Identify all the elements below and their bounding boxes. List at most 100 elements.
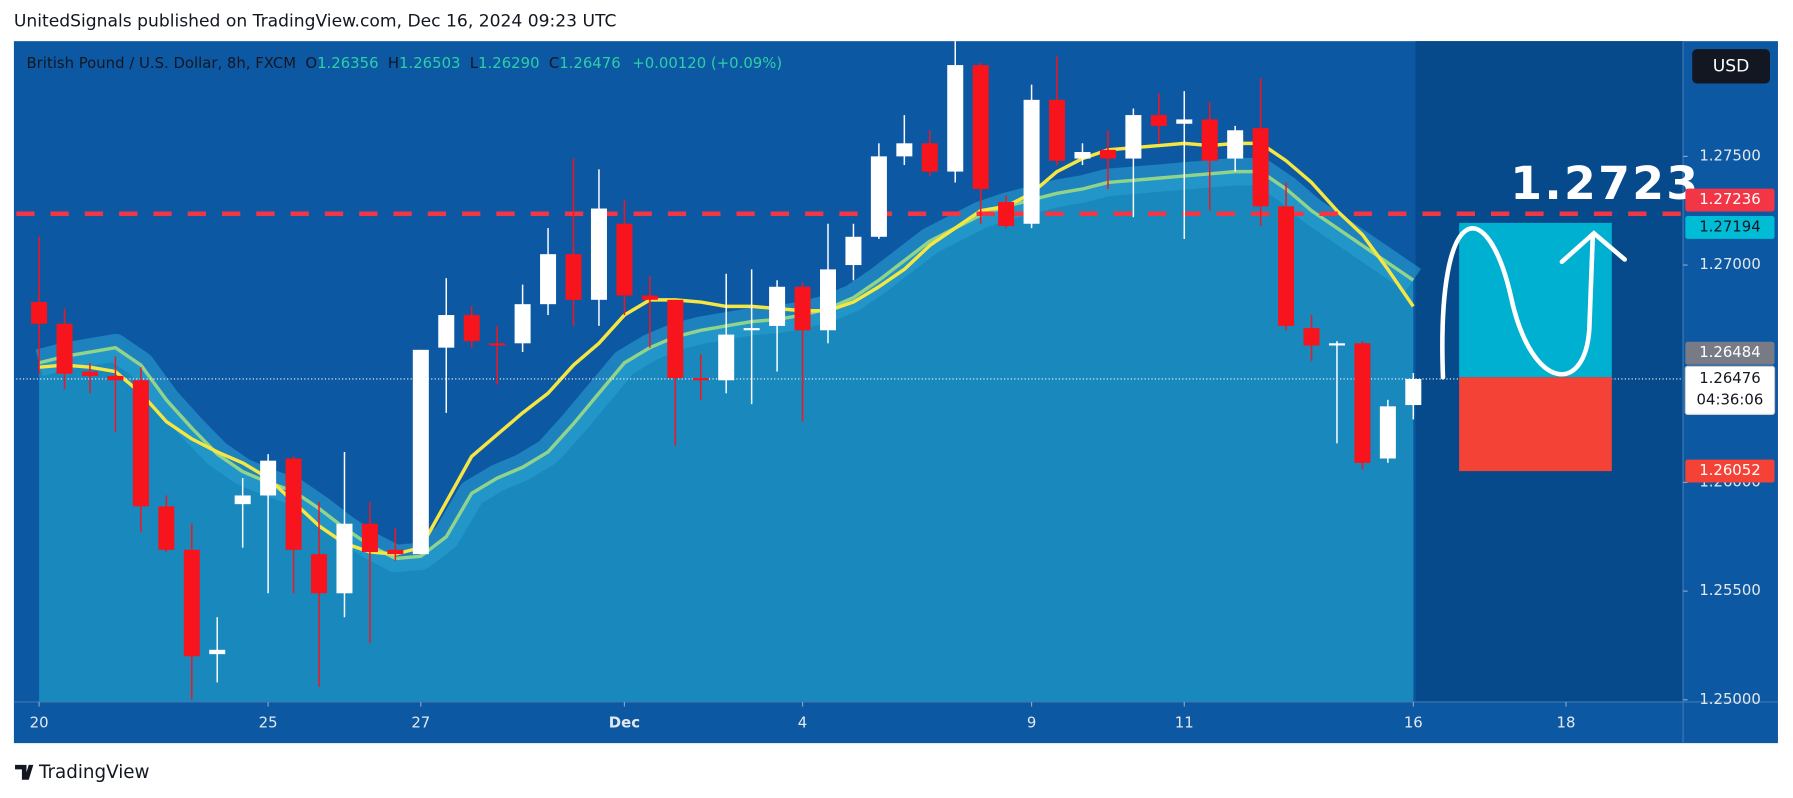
legend-high-label: H — [388, 54, 399, 72]
candle-body — [1227, 130, 1244, 159]
candle-body — [998, 202, 1015, 226]
candle-body — [209, 649, 226, 655]
candle-body — [870, 156, 887, 237]
candle-body — [1354, 343, 1371, 463]
candle-body — [1303, 328, 1320, 346]
candle-body — [692, 378, 709, 381]
publish-header: UnitedSignals published on TradingView.c… — [14, 12, 617, 32]
currency-button[interactable] — [1692, 49, 1770, 84]
candle-body — [947, 65, 964, 172]
candle-body — [743, 328, 760, 331]
target-tag: 1.27194 — [1699, 217, 1760, 235]
candle-body — [260, 460, 277, 496]
candle-body — [234, 495, 251, 505]
candle-body — [769, 286, 786, 326]
candle-body — [1379, 406, 1396, 459]
x-tick-label: 18 — [1557, 714, 1576, 732]
footer-logo: TradingView — [15, 762, 150, 783]
x-tick-label: 20 — [30, 714, 49, 732]
stop-tag-bg — [1685, 459, 1775, 483]
candle-body — [463, 315, 480, 342]
candle-body — [1278, 206, 1295, 326]
y-tick-label: 1.27000 — [1699, 255, 1760, 273]
drawn-arrowhead — [1559, 230, 1628, 265]
y-tick-label: 1.25000 — [1699, 690, 1760, 708]
candle-body — [1099, 149, 1116, 159]
x-tick-label: 25 — [259, 714, 278, 732]
candle-body — [514, 304, 531, 344]
legend-low: 1.26290 — [478, 54, 539, 72]
candle-body — [1023, 99, 1040, 224]
candle-body — [489, 343, 506, 346]
candle-body — [311, 554, 328, 594]
candle-body — [1125, 115, 1142, 159]
x-tick-label: 11 — [1175, 714, 1194, 732]
area — [39, 171, 1414, 702]
candle-body — [361, 523, 378, 552]
candle-body — [540, 254, 557, 305]
candle-body — [81, 371, 98, 376]
legend-close-label: C — [549, 54, 559, 72]
candle-body — [107, 375, 124, 381]
candle-body — [667, 299, 684, 379]
y-tick-label: 1.27500 — [1699, 146, 1760, 164]
candle-body — [590, 208, 607, 300]
logo-icon — [15, 764, 34, 780]
candle-body — [158, 506, 175, 550]
candle-body — [336, 523, 353, 594]
candle-body — [616, 223, 633, 296]
legend-high: 1.26503 — [399, 54, 460, 72]
target-tag-bg — [1685, 216, 1775, 239]
candle-body — [921, 143, 938, 172]
candle-body — [845, 236, 862, 266]
current-price-bg — [1684, 365, 1776, 415]
x-tick-label: Dec — [609, 714, 640, 732]
candle-body — [183, 549, 200, 657]
candle-body — [438, 315, 455, 348]
candle-body — [1405, 378, 1422, 406]
candle-body — [819, 269, 836, 331]
axes: 1.250001.255001.260001.270001.2750020252… — [13, 41, 1778, 744]
legend-change: +0.00120 (+0.09%) — [632, 54, 782, 72]
current-price: 1.26476 — [1699, 369, 1760, 387]
legend-open: 1.26356 — [317, 54, 378, 72]
y-tick-label: 1.25500 — [1699, 581, 1760, 599]
drawn-curve — [1440, 226, 1596, 380]
candle-body — [31, 302, 48, 324]
entry-tag: 1.26484 — [1699, 343, 1760, 361]
candle-body — [412, 349, 429, 555]
candle-body — [285, 458, 302, 550]
level-tag-bg — [1685, 188, 1775, 212]
candle-body — [1150, 115, 1167, 126]
candle-body — [641, 295, 658, 300]
candle-body — [132, 380, 149, 507]
candle-body — [1201, 119, 1218, 161]
candle-body — [718, 334, 735, 381]
candle-body — [56, 323, 73, 374]
x-tick-label: 9 — [1027, 714, 1036, 732]
candle-body — [972, 65, 989, 189]
candle-body — [1328, 343, 1345, 346]
candle-body — [896, 143, 913, 157]
annotation: 1.2723 — [1510, 157, 1700, 210]
legend-open-label: O — [305, 54, 317, 72]
candle-body — [387, 549, 404, 555]
candle-body — [1049, 99, 1066, 161]
candle-body — [565, 254, 582, 300]
x-tick-label: 4 — [798, 714, 807, 732]
entry-tag-bg — [1685, 341, 1775, 365]
legend-close: 1.26476 — [559, 54, 620, 72]
candle-body — [1176, 119, 1193, 124]
candle-body — [794, 286, 811, 331]
currency-label[interactable]: USD — [1713, 56, 1750, 76]
legend-low-label: L — [470, 54, 479, 72]
level-tag: 1.27236 — [1699, 190, 1760, 208]
x-tick-label: 16 — [1404, 714, 1423, 732]
stop-zone — [1459, 377, 1612, 472]
candle-body — [1252, 128, 1269, 207]
legend-symbol: British Pound / U.S. Dollar, 8h, FXCM — [26, 54, 296, 72]
legend: British Pound / U.S. Dollar, 8h, FXCM O1… — [26, 54, 782, 72]
countdown: 04:36:06 — [1697, 391, 1764, 409]
plot — [16, 41, 1684, 702]
